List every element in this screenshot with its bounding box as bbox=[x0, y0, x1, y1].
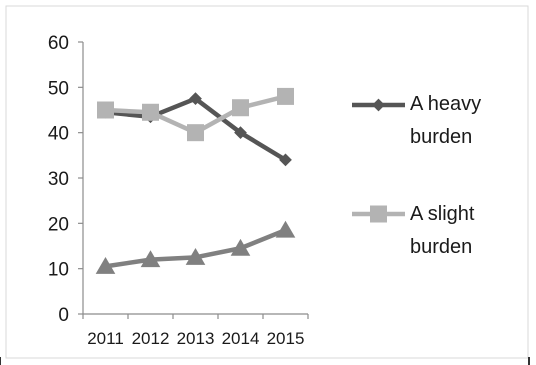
data-point bbox=[230, 238, 251, 256]
x-tick-label: 2014 bbox=[222, 329, 260, 348]
data-point bbox=[97, 101, 114, 119]
x-tick-label: 2012 bbox=[132, 329, 170, 348]
legend-label-line1: A heavy bbox=[410, 93, 481, 115]
x-tick-label: 2013 bbox=[177, 329, 215, 348]
x-tick-label: 2011 bbox=[87, 329, 124, 348]
y-tick-label: 40 bbox=[48, 124, 69, 145]
y-tick-label: 20 bbox=[48, 214, 69, 235]
data-point bbox=[142, 103, 159, 121]
data-point bbox=[187, 124, 204, 142]
series-2 bbox=[95, 220, 296, 274]
chart-border bbox=[5, 5, 529, 359]
legend-swatch-marker bbox=[370, 205, 387, 223]
legend-label-line1: A slight bbox=[410, 203, 475, 225]
data-point bbox=[277, 87, 294, 105]
legend-label-line2: burden bbox=[410, 236, 472, 258]
data-point bbox=[140, 250, 161, 268]
legend-entry-1: A slight burden bbox=[352, 203, 475, 258]
x-tick-label: 2015 bbox=[267, 329, 305, 348]
data-point bbox=[232, 99, 249, 117]
y-tick-label: 30 bbox=[48, 169, 69, 190]
y-tick-label: 60 bbox=[48, 33, 69, 54]
data-point bbox=[189, 92, 202, 106]
data-point bbox=[185, 247, 206, 265]
legend-entry-0: A heavy burden bbox=[352, 93, 481, 148]
data-point bbox=[95, 257, 116, 274]
legend-label-line2: burden bbox=[410, 126, 472, 148]
y-tick-label: 10 bbox=[48, 260, 69, 281]
legend-swatch-marker bbox=[372, 98, 385, 112]
data-point bbox=[275, 220, 296, 238]
y-tick-label: 0 bbox=[58, 305, 69, 326]
y-tick-label: 50 bbox=[48, 78, 69, 99]
data-point bbox=[234, 126, 247, 140]
data-point bbox=[279, 153, 292, 167]
series-1 bbox=[97, 87, 294, 142]
